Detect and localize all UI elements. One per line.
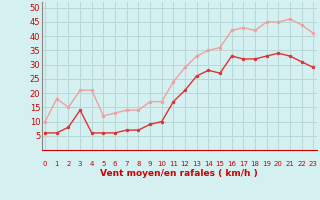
X-axis label: Vent moyen/en rafales ( km/h ): Vent moyen/en rafales ( km/h ) [100,168,258,178]
